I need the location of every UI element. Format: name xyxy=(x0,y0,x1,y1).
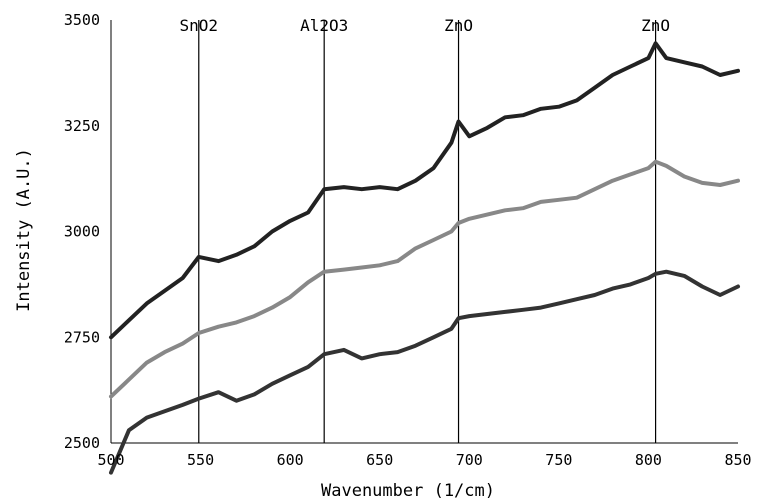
x-tick-label-6: 800 xyxy=(635,451,662,469)
peak-label-0: SnO2 xyxy=(180,16,219,35)
peak-label-2: ZnO xyxy=(444,16,473,35)
peak-marker-lines xyxy=(198,20,657,443)
y-tick-label-2: 3000 xyxy=(64,223,100,241)
y-tick-labels: 3500 3250 3000 2750 2500 xyxy=(64,11,100,452)
series-layer xyxy=(109,41,740,475)
series-line-1 xyxy=(109,159,740,399)
y-tick-label-3: 2750 xyxy=(64,328,100,346)
y-tick-label-4: 2500 xyxy=(64,434,100,452)
x-tick-label-5: 750 xyxy=(545,451,572,469)
plot-frame xyxy=(110,20,738,444)
peak-label-3: ZnO xyxy=(641,16,670,35)
peak-marker-labels: SnO2 Al2O3 ZnO ZnO xyxy=(180,16,671,35)
peak-label-1: Al2O3 xyxy=(300,16,348,35)
series-line-0 xyxy=(109,41,740,340)
series-line-2 xyxy=(109,269,740,475)
y-axis-title: Intensity (A.U.) xyxy=(14,148,34,312)
x-tick-label-0: 500 xyxy=(97,451,124,469)
x-tick-label-7: 850 xyxy=(724,451,751,469)
x-axis-title: Wavenumber (1/cm) xyxy=(321,481,495,500)
y-tick-label-0: 3500 xyxy=(64,11,100,29)
x-tick-label-1: 550 xyxy=(187,451,214,469)
x-tick-label-2: 600 xyxy=(277,451,304,469)
x-tick-label-4: 700 xyxy=(456,451,483,469)
y-tick-label-1: 3250 xyxy=(64,117,100,135)
x-tick-labels: 500 550 600 650 700 750 800 850 xyxy=(97,451,751,469)
x-tick-label-3: 650 xyxy=(366,451,393,469)
